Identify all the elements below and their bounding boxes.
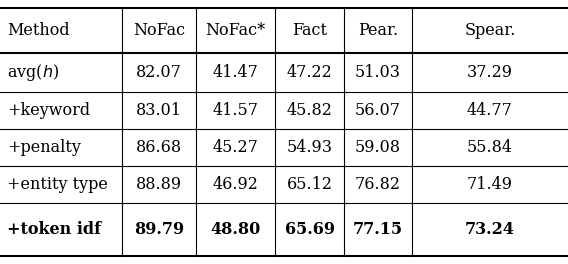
Text: 59.08: 59.08 <box>355 139 400 156</box>
Text: 71.49: 71.49 <box>467 176 513 193</box>
Text: 37.29: 37.29 <box>467 64 513 81</box>
Text: 86.68: 86.68 <box>136 139 182 156</box>
Text: 82.07: 82.07 <box>136 64 182 81</box>
Text: 41.47: 41.47 <box>213 64 258 81</box>
Text: 45.27: 45.27 <box>213 139 258 156</box>
Text: avg($h$): avg($h$) <box>7 62 59 83</box>
Text: 65.69: 65.69 <box>285 221 335 238</box>
Text: 65.12: 65.12 <box>287 176 332 193</box>
Text: 83.01: 83.01 <box>136 102 182 119</box>
Text: +token idf: +token idf <box>7 221 101 238</box>
Text: 56.07: 56.07 <box>355 102 400 119</box>
Text: +keyword: +keyword <box>7 102 90 119</box>
Text: 48.80: 48.80 <box>211 221 261 238</box>
Text: 47.22: 47.22 <box>287 64 332 81</box>
Text: NoFac: NoFac <box>133 22 185 39</box>
Text: NoFac*: NoFac* <box>206 22 266 39</box>
Text: 45.82: 45.82 <box>287 102 332 119</box>
Text: Method: Method <box>7 22 69 39</box>
Text: 73.24: 73.24 <box>465 221 515 238</box>
Text: 51.03: 51.03 <box>355 64 400 81</box>
Text: 77.15: 77.15 <box>353 221 403 238</box>
Text: Pear.: Pear. <box>358 22 398 39</box>
Text: 89.79: 89.79 <box>134 221 184 238</box>
Text: Fact: Fact <box>292 22 327 39</box>
Text: 88.89: 88.89 <box>136 176 182 193</box>
Text: Spear.: Spear. <box>464 22 516 39</box>
Text: 55.84: 55.84 <box>467 139 513 156</box>
Text: 76.82: 76.82 <box>355 176 400 193</box>
Text: 46.92: 46.92 <box>213 176 258 193</box>
Text: 41.57: 41.57 <box>213 102 258 119</box>
Text: 54.93: 54.93 <box>287 139 332 156</box>
Text: 44.77: 44.77 <box>467 102 513 119</box>
Text: +entity type: +entity type <box>7 176 108 193</box>
Text: +penalty: +penalty <box>7 139 81 156</box>
